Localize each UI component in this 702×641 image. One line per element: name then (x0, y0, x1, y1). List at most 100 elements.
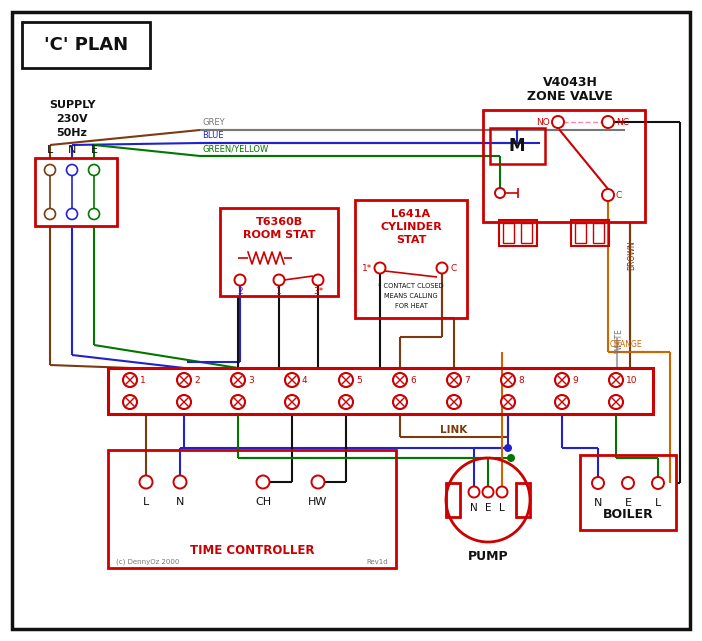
Text: NC: NC (616, 117, 629, 126)
Text: LINK: LINK (440, 425, 468, 435)
Circle shape (602, 189, 614, 201)
Text: ORANGE: ORANGE (610, 340, 642, 349)
Bar (355, 200, 467, 318)
Text: 50Hz: 50Hz (57, 128, 88, 138)
Circle shape (393, 373, 407, 387)
Circle shape (123, 395, 137, 409)
Text: SUPPLY: SUPPLY (48, 100, 95, 110)
Text: C: C (450, 263, 456, 272)
Text: HW: HW (308, 497, 328, 507)
Text: STAT: STAT (396, 235, 426, 245)
Bar (108, 450, 396, 568)
Circle shape (177, 373, 191, 387)
Text: L641A: L641A (392, 209, 430, 219)
Text: (c) DennyOz 2000: (c) DennyOz 2000 (116, 559, 180, 565)
Text: ROOM STAT: ROOM STAT (243, 230, 315, 240)
Circle shape (123, 373, 137, 387)
Circle shape (468, 487, 479, 497)
Text: N: N (176, 497, 184, 507)
Circle shape (609, 373, 623, 387)
Text: 1: 1 (140, 376, 146, 385)
Circle shape (173, 476, 187, 488)
Text: N: N (68, 145, 77, 155)
Text: 230V: 230V (56, 114, 88, 124)
Circle shape (339, 373, 353, 387)
Circle shape (44, 208, 55, 219)
Text: 9: 9 (572, 376, 578, 385)
Text: Rev1d: Rev1d (366, 559, 388, 565)
Bar (516, 483, 530, 517)
Text: E: E (625, 498, 632, 508)
Bar (483, 110, 645, 222)
Text: 'C' PLAN: 'C' PLAN (44, 36, 128, 54)
Bar (446, 483, 460, 517)
Circle shape (88, 165, 100, 176)
Bar (503, 223, 514, 243)
Text: BOILER: BOILER (602, 508, 654, 520)
Bar (593, 223, 604, 243)
Bar (35, 158, 117, 226)
Circle shape (256, 476, 270, 488)
Circle shape (504, 444, 512, 452)
Text: 4: 4 (302, 376, 307, 385)
Circle shape (285, 373, 299, 387)
Bar (22, 22, 150, 68)
Bar (490, 128, 545, 164)
Text: * CONTACT CLOSED: * CONTACT CLOSED (378, 283, 444, 289)
Text: 8: 8 (518, 376, 524, 385)
Text: 3: 3 (248, 376, 253, 385)
Circle shape (652, 477, 664, 489)
Circle shape (602, 116, 614, 128)
Circle shape (552, 116, 564, 128)
Text: T6360B: T6360B (256, 217, 303, 227)
Text: L: L (499, 503, 505, 513)
Circle shape (622, 477, 634, 489)
Bar (575, 223, 586, 243)
Text: CH: CH (255, 497, 271, 507)
Circle shape (447, 395, 461, 409)
Circle shape (501, 395, 515, 409)
Text: WHITE: WHITE (614, 328, 623, 353)
Circle shape (495, 188, 505, 198)
Circle shape (67, 165, 77, 176)
Text: E: E (91, 145, 98, 155)
Text: BLUE: BLUE (202, 131, 223, 140)
Circle shape (482, 487, 494, 497)
Circle shape (312, 476, 324, 488)
Text: GREEN/YELLOW: GREEN/YELLOW (202, 144, 268, 153)
Circle shape (501, 373, 515, 387)
Circle shape (393, 395, 407, 409)
Text: BROWN: BROWN (628, 240, 637, 270)
Circle shape (312, 274, 324, 285)
Text: E: E (485, 503, 491, 513)
Text: L: L (655, 498, 661, 508)
Bar (571, 220, 609, 246)
Circle shape (285, 395, 299, 409)
Text: N: N (594, 498, 602, 508)
Text: FOR HEAT: FOR HEAT (395, 303, 428, 309)
Circle shape (507, 454, 515, 462)
Circle shape (447, 373, 461, 387)
Circle shape (67, 208, 77, 219)
Circle shape (140, 476, 152, 488)
Text: 7: 7 (464, 376, 470, 385)
Text: 1*: 1* (362, 263, 372, 272)
Circle shape (592, 477, 604, 489)
Text: 1: 1 (276, 287, 282, 296)
Circle shape (231, 395, 245, 409)
Text: 5: 5 (356, 376, 362, 385)
Text: 6: 6 (410, 376, 416, 385)
Bar (499, 220, 537, 246)
Bar (580, 455, 676, 530)
Circle shape (274, 274, 284, 285)
Circle shape (44, 165, 55, 176)
Circle shape (231, 373, 245, 387)
Text: V4043H: V4043H (543, 76, 597, 88)
Text: TIME CONTROLLER: TIME CONTROLLER (190, 544, 314, 556)
Circle shape (437, 263, 447, 274)
Text: N: N (470, 503, 478, 513)
Circle shape (374, 263, 385, 274)
Text: L: L (47, 145, 53, 155)
Text: M: M (509, 137, 525, 155)
Text: ZONE VALVE: ZONE VALVE (527, 90, 613, 103)
